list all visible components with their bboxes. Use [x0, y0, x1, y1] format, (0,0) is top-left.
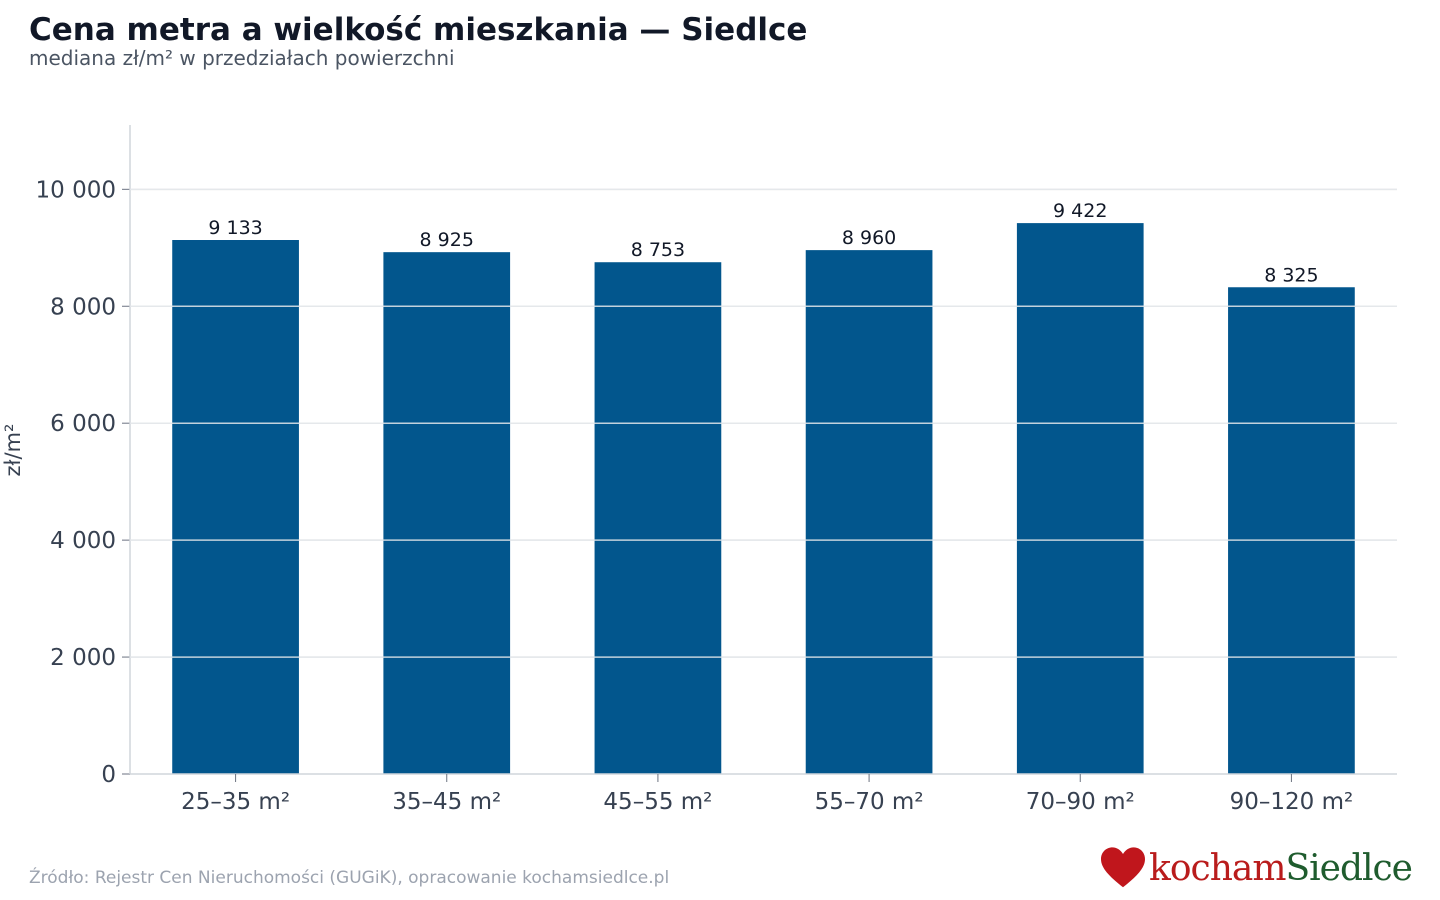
y-axis-label: zł/m²: [1, 424, 25, 477]
data-labels: 9 133 8 925 8 753 8 960 9 422 8 325: [130, 188, 1397, 658]
bar: [805, 250, 933, 774]
data-label: 9 422: [1053, 200, 1107, 222]
chart-title: Cena metra a wielkość mieszkania — Siedl…: [29, 12, 808, 48]
y-tick-label: 10 000: [36, 177, 116, 203]
data-label: 8 753: [631, 239, 685, 261]
logo-text-kocham: kocham: [1149, 847, 1286, 889]
y-tick-label: 0: [101, 762, 116, 788]
source-note: Źródło: Rejestr Cen Nieruchomości (GUGiK…: [29, 868, 670, 888]
y-tick-label: 8 000: [50, 294, 116, 320]
data-label: 8 960: [842, 227, 896, 249]
bar: [594, 262, 722, 774]
x-tick-label: 55–70 m²: [815, 789, 924, 815]
data-label: 8 925: [420, 229, 474, 251]
x-tick-label: 25–35 m²: [181, 789, 290, 815]
x-tick-label: 35–45 m²: [392, 789, 501, 815]
bar: [1228, 287, 1355, 774]
y-tick-label: 4 000: [50, 528, 116, 554]
axes: 0 2 000 4 000 6 000 8 000 10 000 zł/m² 25–35 m²…: [1, 125, 1397, 815]
logo-text-siedlce: Siedlce: [1285, 847, 1413, 889]
data-label: 9 133: [208, 217, 262, 239]
bar: [1016, 223, 1144, 774]
y-tick-label: 6 000: [50, 411, 116, 437]
bar: [383, 252, 511, 774]
x-tick-label: 90–120 m²: [1230, 789, 1354, 815]
data-label: 8 325: [1264, 264, 1318, 286]
bars: [172, 223, 1355, 775]
x-tick-label: 70–90 m²: [1026, 789, 1135, 815]
y-tick-label: 2 000: [50, 645, 116, 671]
chart-subtitle: mediana zł/m² w przedziałach powierzchni: [29, 46, 455, 70]
x-tick-label: 45–55 m²: [603, 789, 712, 815]
heart-icon: [1101, 847, 1146, 888]
brand-logo: kocham Siedlce: [1101, 844, 1413, 892]
bar: [172, 240, 299, 775]
